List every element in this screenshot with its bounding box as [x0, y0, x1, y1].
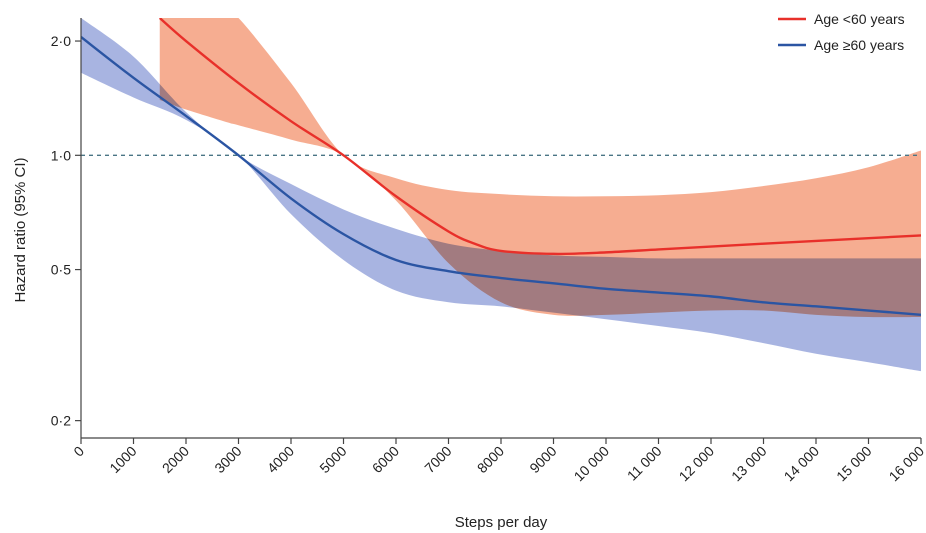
line-series-1 — [158, 18, 921, 256]
x-tick-label: 15 000 — [833, 443, 875, 485]
y-tick-label: 0·5 — [51, 262, 71, 278]
x-tick-label: 16 000 — [886, 443, 926, 485]
legend-label-series-2: Age ≥60 years — [814, 37, 904, 53]
x-tick-label: 7000 — [421, 443, 454, 476]
x-tick-label: 8000 — [474, 443, 507, 476]
x-tick-label: 12 000 — [676, 443, 718, 485]
x-tick-label: 9000 — [526, 443, 559, 476]
x-tick-label: 2000 — [159, 443, 192, 476]
ci-band-series-1 — [159, 18, 921, 318]
y-axis-title: Hazard ratio (95% CI) — [12, 157, 29, 302]
x-tick-label: 13 000 — [728, 443, 770, 485]
x-tick-label: 6000 — [369, 443, 402, 476]
x-tick-label: 0 — [70, 443, 87, 460]
x-tick-label: 3000 — [211, 443, 244, 476]
ci-band-series-2 — [81, 18, 921, 372]
x-axis-title: Steps per day — [455, 514, 548, 531]
x-tick-label: 11 000 — [624, 443, 665, 484]
y-tick-label: 0·2 — [51, 413, 71, 429]
x-tick-label: 10 000 — [571, 443, 613, 485]
x-tick-label: 5000 — [316, 443, 349, 476]
legend: Age <60 years Age ≥60 years — [778, 11, 905, 53]
legend-label-series-1: Age <60 years — [814, 11, 905, 27]
y-tick-label: 1·0 — [51, 147, 71, 163]
line-series-2 — [81, 36, 921, 317]
x-tick-label: 1000 — [106, 443, 139, 476]
x-tick-label: 4000 — [264, 443, 297, 476]
y-tick-label: 2·0 — [51, 33, 71, 49]
x-tick-label: 14 000 — [781, 443, 823, 485]
